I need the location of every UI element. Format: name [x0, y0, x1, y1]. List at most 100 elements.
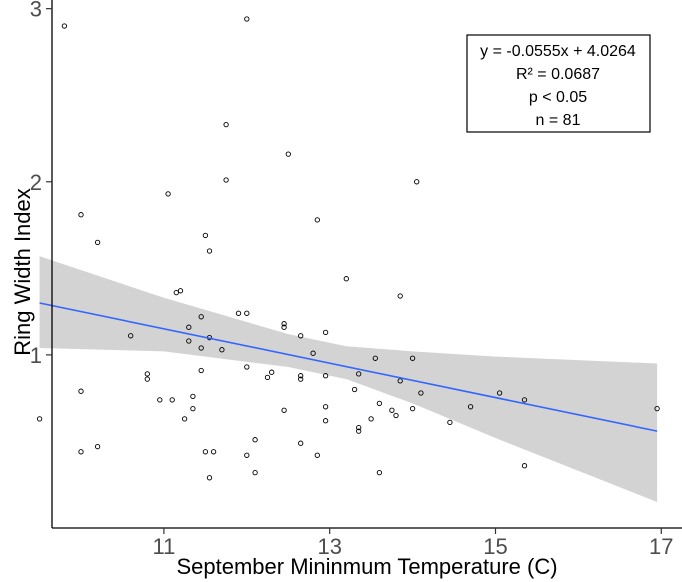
y-axis-title: Ring Width Index [10, 188, 35, 356]
annotation-equation: y = -0.0555x + 4.0264 [480, 43, 636, 60]
data-point [219, 347, 225, 353]
data-point [393, 412, 399, 419]
data-point [264, 374, 271, 381]
plot-area [36, 16, 660, 502]
regression-line [39, 302, 658, 432]
data-point [198, 367, 204, 374]
annotation-n: n = 81 [536, 112, 581, 129]
data-point [252, 469, 258, 476]
data-point [521, 463, 528, 469]
data-point [298, 373, 304, 379]
data-point [128, 333, 134, 339]
data-point [36, 416, 43, 422]
data-point [322, 329, 329, 336]
data-point [397, 378, 403, 384]
data-point [186, 338, 192, 344]
data-point [190, 393, 196, 400]
data-point [202, 232, 209, 239]
data-point [165, 191, 171, 197]
data-point [322, 373, 329, 379]
data-point [322, 404, 329, 410]
data-point [144, 371, 150, 377]
data-point [397, 293, 403, 299]
data-point [496, 390, 503, 396]
data-point [447, 419, 453, 426]
data-point [356, 371, 362, 377]
data-point [467, 404, 474, 410]
y-tick-label: 1 [30, 343, 42, 368]
y-tick-label: 3 [30, 0, 42, 22]
data-point [409, 355, 416, 361]
data-point [94, 239, 101, 246]
annotation-p-value: p < 0.05 [529, 89, 587, 106]
data-point [252, 437, 258, 443]
x-tick-label: 11 [152, 534, 175, 559]
data-point [314, 217, 320, 223]
data-point [78, 388, 84, 394]
data-point [654, 405, 660, 412]
data-point [206, 475, 213, 481]
data-point [298, 333, 304, 339]
data-point [298, 376, 304, 382]
data-point [356, 428, 362, 434]
data-point [244, 310, 250, 316]
data-point [356, 424, 362, 431]
y-axis-ticks: 1 2 3 [30, 0, 52, 368]
data-point [61, 23, 68, 29]
annotation-r-squared: R² = 0.0687 [516, 66, 600, 83]
data-point [376, 469, 383, 476]
x-tick-label: 13 [317, 534, 341, 559]
data-point [285, 151, 291, 157]
data-point [314, 452, 320, 458]
data-point [173, 289, 179, 296]
x-axis-ticks: 11 13 15 17 [152, 528, 674, 559]
data-point [281, 407, 287, 413]
confidence-band [39, 256, 658, 502]
y-tick-label: 2 [30, 170, 42, 195]
data-point [177, 288, 184, 294]
data-point [418, 390, 424, 396]
data-point [78, 449, 84, 455]
data-point [244, 452, 250, 458]
data-point [198, 345, 204, 351]
data-point [376, 400, 383, 407]
data-points [36, 16, 660, 481]
data-point [372, 355, 378, 361]
data-point [409, 405, 416, 412]
data-point [94, 443, 101, 450]
data-point [181, 416, 188, 422]
data-point [298, 440, 304, 446]
data-point [310, 350, 316, 356]
data-point [269, 369, 275, 375]
data-point [244, 16, 250, 22]
data-point [223, 121, 229, 128]
data-point [144, 376, 150, 382]
data-point [343, 276, 349, 282]
data-point [235, 310, 242, 316]
data-point [206, 248, 213, 254]
data-point [389, 407, 395, 413]
data-point [281, 324, 287, 330]
data-point [281, 321, 287, 327]
data-point [351, 386, 358, 393]
data-point [244, 364, 250, 370]
data-point [78, 212, 84, 218]
regression-annotation: y = -0.0555x + 4.0264 R² = 0.0687 p < 0.… [466, 34, 651, 133]
data-point [198, 314, 204, 320]
x-axis-title: September Mininmum Temperature (C) [176, 554, 557, 579]
data-point [210, 449, 217, 455]
data-point [169, 397, 175, 403]
data-point [157, 397, 163, 403]
data-point [368, 416, 374, 422]
data-point [322, 418, 329, 424]
x-tick-label: 15 [483, 534, 507, 559]
data-point [521, 397, 528, 403]
data-point [202, 449, 209, 455]
x-tick-label: 17 [649, 534, 673, 559]
data-point [186, 324, 192, 330]
data-point [190, 405, 196, 412]
annotation-box [466, 34, 651, 133]
data-point [223, 177, 229, 183]
data-point [414, 179, 420, 185]
